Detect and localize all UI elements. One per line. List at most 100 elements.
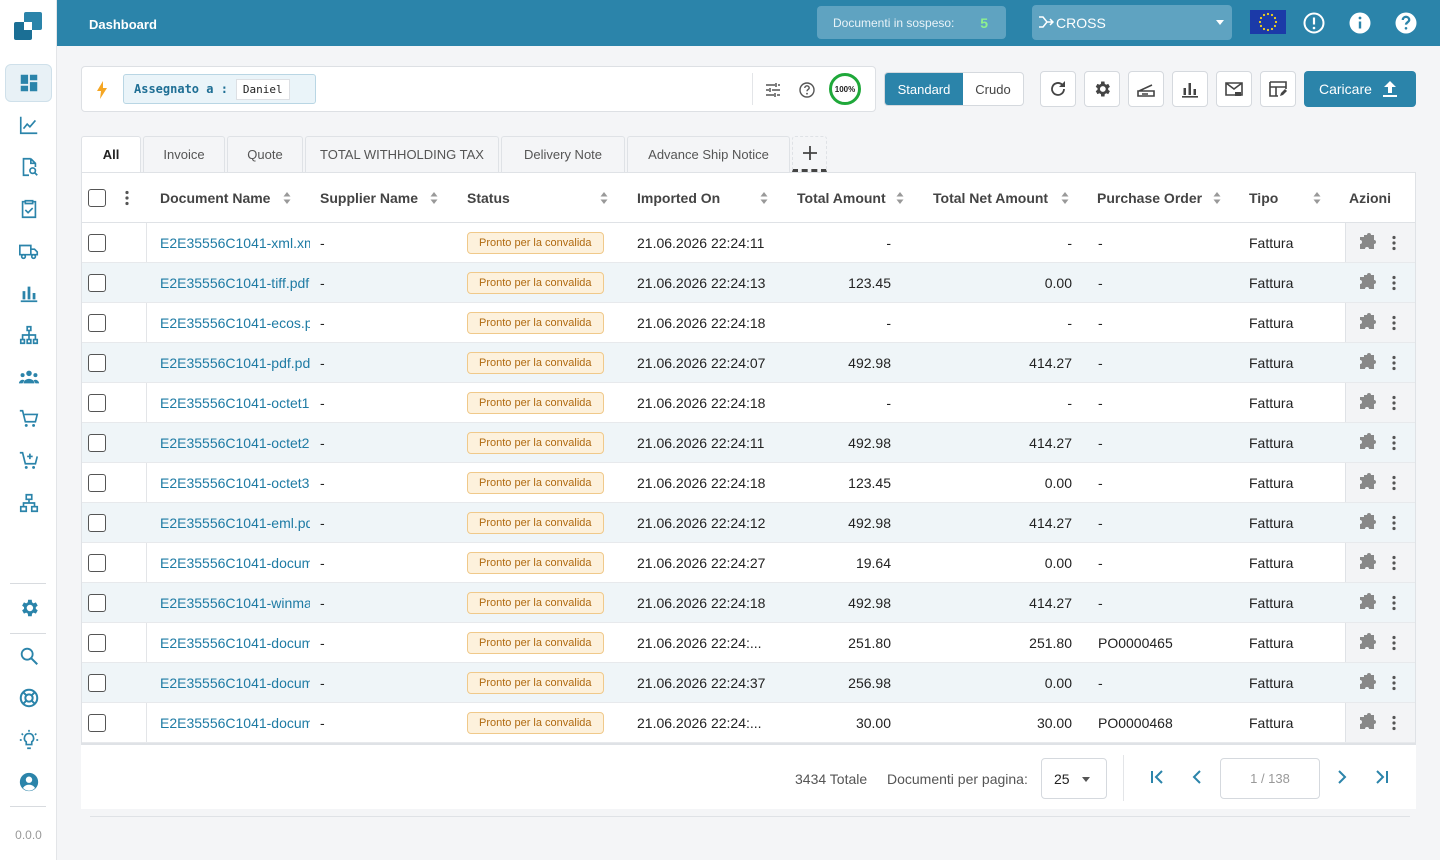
more-vert-icon[interactable] <box>1386 713 1402 733</box>
more-vert-icon[interactable] <box>1386 593 1402 613</box>
refresh-button[interactable] <box>1040 71 1076 107</box>
more-vert-icon[interactable] <box>1386 233 1402 253</box>
table-row[interactable]: E2E35556C1041-winmail - Pronto per la conv… <box>82 583 1415 623</box>
lightning-icon[interactable] <box>96 81 108 99</box>
document-name-link[interactable]: E2E35556C1041-document <box>160 635 310 651</box>
table-settings-button[interactable] <box>1260 71 1296 107</box>
tab-delivery-note[interactable]: Delivery Note <box>501 136 625 172</box>
document-name-link[interactable]: E2E35556C1041-pdf.pdf <box>160 355 310 371</box>
table-row[interactable]: E2E35556C1041-tiff.pdf - Pronto per la con… <box>82 263 1415 303</box>
more-vert-icon[interactable] <box>1386 513 1402 533</box>
view-standard-button[interactable]: Standard <box>885 73 963 105</box>
document-name-link[interactable]: E2E35556C1041-octet1 <box>160 395 310 411</box>
column-header-tipo[interactable]: Tipo <box>1249 190 1279 206</box>
sidebar-item-search-docs[interactable] <box>5 148 52 186</box>
column-header-document-name[interactable]: Document Name <box>160 190 271 206</box>
sidebar-item-ideas[interactable] <box>5 721 52 759</box>
more-vert-icon[interactable] <box>1386 353 1402 373</box>
view-raw-button[interactable]: Crudo <box>975 81 1011 97</box>
sort-icon[interactable] <box>1061 192 1069 204</box>
puzzle-icon[interactable] <box>1357 433 1377 453</box>
sidebar-item-cart[interactable] <box>5 400 52 438</box>
help-icon[interactable] <box>1394 11 1418 35</box>
sort-icon[interactable] <box>896 192 904 204</box>
puzzle-icon[interactable] <box>1357 233 1377 253</box>
more-vert-icon[interactable] <box>1386 313 1402 333</box>
more-vert-icon[interactable] <box>1386 273 1402 293</box>
puzzle-icon[interactable] <box>1357 513 1377 533</box>
puzzle-icon[interactable] <box>1357 673 1377 693</box>
row-checkbox[interactable] <box>88 234 106 252</box>
first-page-icon[interactable] <box>1145 765 1169 789</box>
document-name-link[interactable]: E2E35556C1041-ecos.pdf <box>160 315 310 331</box>
puzzle-icon[interactable] <box>1357 473 1377 493</box>
table-row[interactable]: E2E35556C1041-document-Pronto per la con… <box>82 663 1415 703</box>
row-checkbox[interactable] <box>88 594 106 612</box>
tab-total-withholding-tax[interactable]: TOTAL WITHHOLDING TAX <box>305 136 499 172</box>
column-menu-icon[interactable] <box>124 190 130 206</box>
table-row[interactable]: E2E35556C1041-ecos.pdf - Pronto per la con… <box>82 303 1415 343</box>
help-outline-icon[interactable] <box>798 81 816 99</box>
table-row[interactable]: E2E35556C1041-octet2- Pronto per la conva… <box>82 423 1415 463</box>
sidebar-item-shipping[interactable] <box>5 232 52 270</box>
column-header-purchase-order[interactable]: Purchase Order <box>1097 190 1203 206</box>
previous-page-icon[interactable] <box>1185 765 1209 789</box>
column-header-status[interactable]: Status <box>467 190 510 206</box>
mail-button[interactable] <box>1216 71 1252 107</box>
document-name-link[interactable]: E2E35556C1041-document <box>160 675 310 691</box>
sidebar-item-cart-add[interactable] <box>5 442 52 480</box>
column-header-supplier-name[interactable]: Supplier Name <box>320 190 419 206</box>
pending-documents-button[interactable]: Documenti in sospeso: 5 <box>817 6 1006 39</box>
row-checkbox[interactable] <box>88 274 106 292</box>
table-row[interactable]: E2E35556C1041-xml.xml - Pronto per la conv… <box>82 223 1415 263</box>
info-icon[interactable] <box>1348 11 1372 35</box>
table-row[interactable]: E2E35556C1041-pdf.pdf - Pronto per la conv… <box>82 343 1415 383</box>
row-checkbox[interactable] <box>88 474 106 492</box>
puzzle-icon[interactable] <box>1357 313 1377 333</box>
row-checkbox[interactable] <box>88 714 106 732</box>
more-vert-icon[interactable] <box>1386 553 1402 573</box>
assigned-filter-chip[interactable]: Assegnato a : Daniel <box>123 74 316 104</box>
page-indicator[interactable]: 1 / 138 <box>1220 758 1320 799</box>
sidebar-item-reports[interactable] <box>5 274 52 312</box>
puzzle-icon[interactable] <box>1357 353 1377 373</box>
more-vert-icon[interactable] <box>1386 473 1402 493</box>
puzzle-icon[interactable] <box>1357 273 1377 293</box>
tab-all[interactable]: All <box>81 136 141 172</box>
more-vert-icon[interactable] <box>1386 393 1402 413</box>
scanner-button[interactable] <box>1128 71 1164 107</box>
eu-flag-icon[interactable] <box>1250 10 1286 34</box>
document-name-link[interactable]: E2E35556C1041-tiff.pdf <box>160 275 310 291</box>
workspace-select[interactable]: CROSS <box>1032 5 1232 40</box>
row-checkbox[interactable] <box>88 554 106 572</box>
sidebar-item-network[interactable] <box>5 484 52 522</box>
sidebar-item-users[interactable] <box>5 358 52 396</box>
column-header-total-amount[interactable]: Total Amount <box>797 190 886 206</box>
table-row[interactable]: E2E35556C1041-eml.pdf - Pronto per la conv… <box>82 503 1415 543</box>
document-name-link[interactable]: E2E35556C1041-eml.pdf <box>160 515 310 531</box>
sidebar-item-dashboard[interactable] <box>5 64 52 102</box>
sidebar-item-analytics[interactable] <box>5 106 52 144</box>
tab-advance-ship-notice[interactable]: Advance Ship Notice <box>627 136 790 172</box>
next-page-icon[interactable] <box>1330 765 1354 789</box>
table-row[interactable]: E2E35556C1041-octet3- Pronto per la conva… <box>82 463 1415 503</box>
table-row[interactable]: E2E35556C1041-document-Pronto per la con… <box>82 703 1415 743</box>
sort-icon[interactable] <box>600 192 608 204</box>
puzzle-icon[interactable] <box>1357 593 1377 613</box>
sidebar-item-hierarchy[interactable] <box>5 316 52 354</box>
document-name-link[interactable]: E2E35556C1041-winmail <box>160 595 310 611</box>
sort-icon[interactable] <box>1213 192 1221 204</box>
puzzle-icon[interactable] <box>1357 633 1377 653</box>
upload-button[interactable]: Caricare <box>1304 71 1416 107</box>
select-all-checkbox[interactable] <box>88 189 106 207</box>
row-checkbox[interactable] <box>88 514 106 532</box>
statistics-button[interactable] <box>1172 71 1208 107</box>
row-checkbox[interactable] <box>88 634 106 652</box>
per-page-select[interactable]: 25 <box>1041 758 1107 799</box>
row-checkbox[interactable] <box>88 354 106 372</box>
table-row[interactable]: E2E35556C1041-document-Pronto per la con… <box>82 623 1415 663</box>
document-name-link[interactable]: E2E35556C1041-document <box>160 715 310 731</box>
settings-button[interactable] <box>1084 71 1120 107</box>
row-checkbox[interactable] <box>88 674 106 692</box>
sliders-icon[interactable] <box>764 81 782 99</box>
